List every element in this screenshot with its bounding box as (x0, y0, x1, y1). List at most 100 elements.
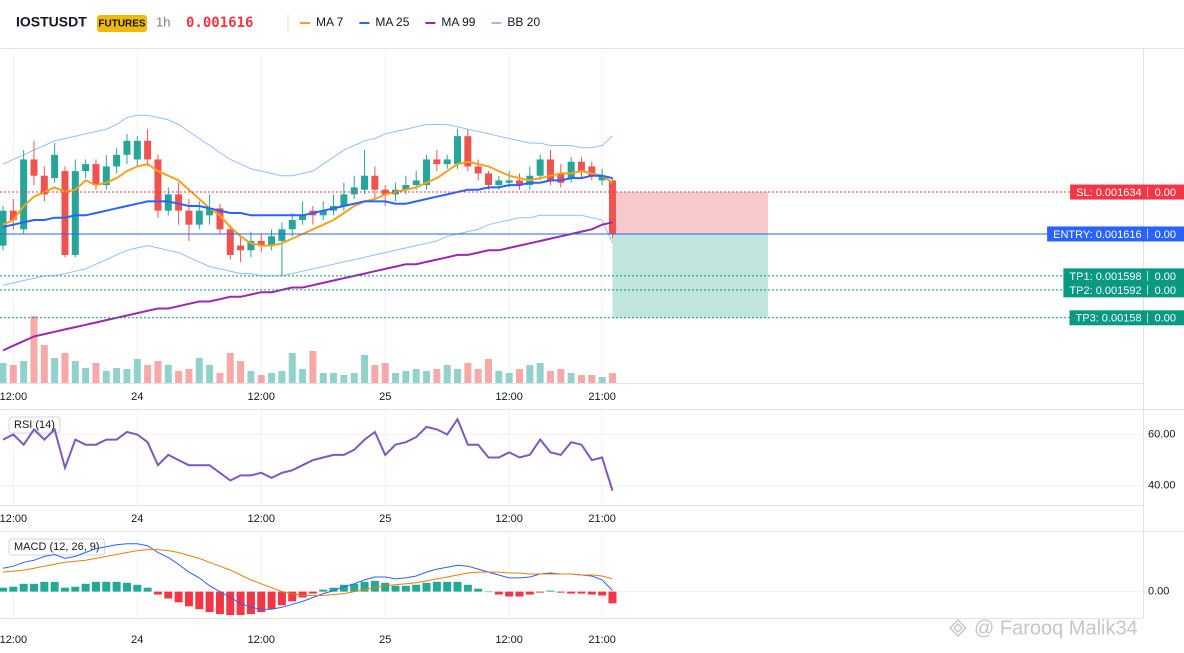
volume-bar (195, 358, 203, 383)
candle-body (288, 219, 296, 230)
bb-lower (2, 214, 613, 286)
macd-histogram-bar (360, 581, 369, 592)
x-tick-label: 12:00 (495, 634, 523, 646)
volume-bar (216, 373, 224, 383)
candle-body (278, 229, 286, 241)
pane-title: RSI (14) (14, 419, 55, 431)
volume-bar (516, 369, 523, 383)
legend-label: MA 7 (316, 15, 344, 29)
volume-bar (123, 369, 131, 383)
macd-histogram-bar (525, 591, 534, 595)
volume-bar (588, 375, 596, 383)
candle-body (154, 159, 162, 211)
candle-body (608, 180, 616, 234)
candle-body (237, 245, 245, 251)
macd-histogram-bar (556, 591, 565, 593)
candle-body (454, 136, 462, 165)
x-tick-label: 21:00 (588, 513, 616, 525)
level-pnl: 0.00 (1155, 229, 1176, 241)
x-tick-label: 24 (131, 513, 143, 525)
candle-body (340, 194, 348, 207)
watermark: @ Farooq Malik34 (949, 617, 1138, 639)
volume-bar (319, 373, 327, 383)
macd-histogram-bar (319, 589, 328, 592)
volume-bar (443, 365, 451, 383)
candle-body (588, 166, 596, 176)
candle-body (20, 159, 28, 230)
level-label-bg (1070, 184, 1184, 200)
macd-histogram-bar (267, 591, 276, 610)
volume-bar (278, 371, 286, 383)
volume-bar (350, 373, 358, 383)
x-tick-label: 12:00 (247, 634, 275, 646)
stop-zone (612, 192, 768, 234)
ma-line (2, 174, 613, 228)
macd-histogram-bar (71, 586, 80, 592)
y-tick-label: 60.00 (1148, 428, 1176, 440)
candle-body (102, 166, 110, 186)
level-text: TP3: 0.00158 (1076, 313, 1142, 325)
volume-bar (164, 365, 172, 383)
symbol: IOSTUSDT (16, 14, 87, 30)
volume-bar (102, 371, 110, 383)
macd-histogram-bar (184, 591, 193, 607)
macd-histogram-bar (443, 581, 452, 592)
watermark-text: @ Farooq Malik34 (974, 617, 1138, 639)
macd-histogram-bar (453, 581, 462, 592)
x-tick-label: 12:00 (0, 634, 27, 646)
rsi-line (2, 417, 614, 491)
legend-label: MA 99 (441, 15, 475, 29)
macd-histogram-bar (505, 591, 514, 597)
candle-body (598, 175, 606, 181)
pane-title: MACD (12, 26, 9) (14, 541, 100, 553)
level-text: SL: 0.001634 (1076, 187, 1141, 199)
candle-body (505, 180, 513, 183)
macd-histogram-bar (91, 581, 100, 592)
x-tick-label: 12:00 (247, 391, 275, 403)
volume-bar (30, 316, 38, 383)
candle-body (495, 180, 503, 186)
volume-bar (144, 365, 152, 383)
x-tick-label: 12:00 (0, 513, 27, 525)
volume-bar (546, 371, 554, 383)
macd-histogram-bar (153, 591, 162, 595)
candle-body (51, 154, 59, 179)
volume-bar (381, 363, 389, 383)
macd-histogram-bar (143, 587, 152, 592)
volume-bar (113, 368, 121, 383)
candle-body (319, 210, 327, 216)
candle-body (577, 161, 585, 172)
macd-histogram-bar (329, 587, 338, 592)
level-pnl: 0.00 (1155, 285, 1176, 297)
volume-bar (505, 373, 513, 383)
macd-histogram-bar (567, 591, 576, 594)
candle-body (113, 154, 121, 167)
macd-histogram-bar (422, 582, 431, 592)
x-tick-label: 25 (379, 634, 391, 646)
volume-bar (464, 363, 472, 383)
volume-bar (495, 371, 503, 383)
volume-bar (598, 377, 606, 383)
candle-body (144, 140, 152, 160)
candle-body (433, 159, 441, 165)
candle-body (71, 171, 79, 255)
candle-body (61, 171, 69, 255)
candle-body (516, 180, 523, 186)
candle-body (268, 236, 276, 246)
pane-title-box (8, 416, 61, 434)
volume-bar (330, 373, 338, 383)
volume-bar (454, 369, 462, 383)
volume-bar (257, 375, 265, 383)
level-label: 0.00 TP3: 0.00158 (1069, 310, 1184, 326)
level-pnl: 0.00 (1155, 271, 1176, 283)
volume-bar (433, 369, 441, 383)
macd-line (2, 549, 613, 596)
candle-body (443, 159, 451, 165)
macd-histogram-bar (164, 591, 173, 599)
macd-histogram-bar (112, 581, 121, 592)
volume-bar (40, 345, 48, 383)
volume-bar (536, 363, 544, 383)
level-label: 0.00 SL: 0.001634 (1070, 184, 1184, 200)
volume-bar (237, 361, 245, 383)
candle-body (247, 240, 255, 251)
